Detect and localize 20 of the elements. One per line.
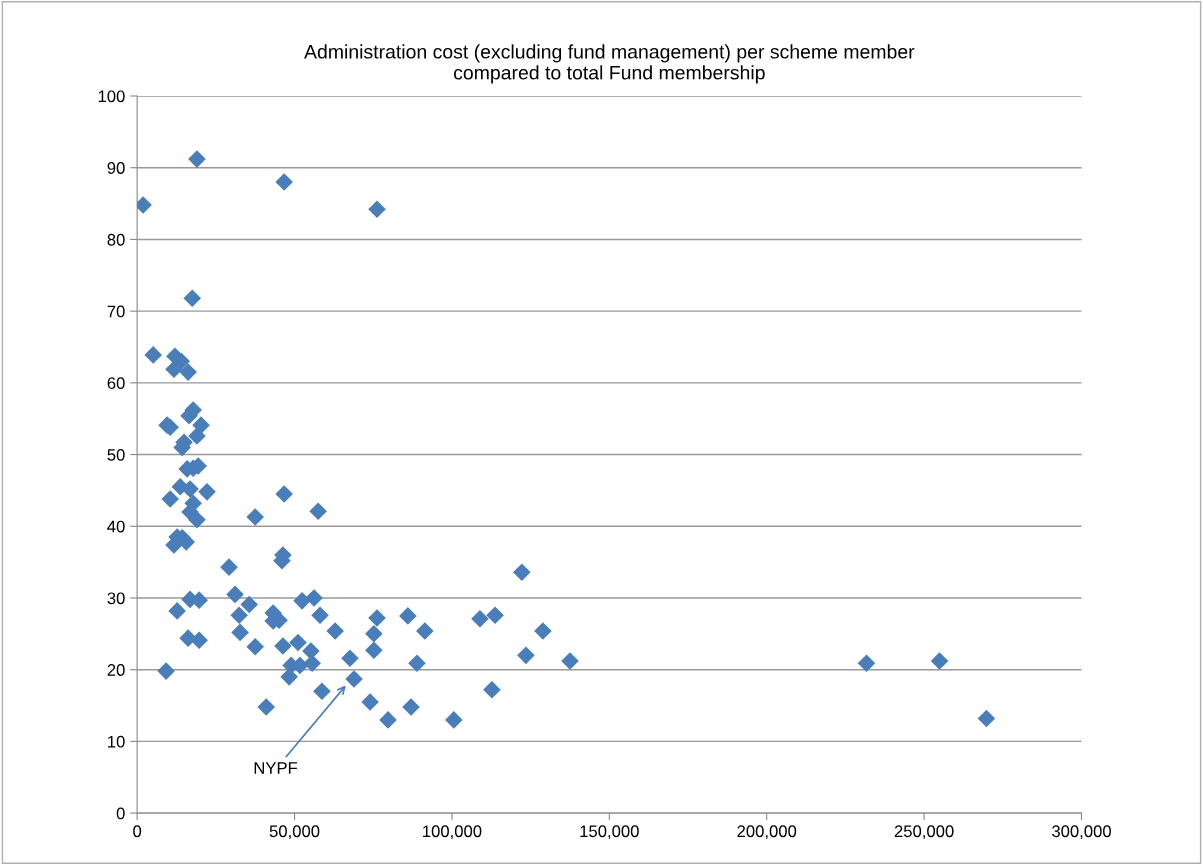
y-tick-label: 20 <box>107 664 125 676</box>
x-tick-label: 150,000 <box>580 825 639 840</box>
annotation: NYPF <box>254 762 298 774</box>
x-tick-label: 50,000 <box>269 825 320 840</box>
y-tick-label: 30 <box>107 592 125 605</box>
x-tick-label: 0 <box>133 825 142 838</box>
x-tick-label: 250,000 <box>894 825 954 840</box>
y-tick-label: 100 <box>98 90 125 103</box>
x-tick-label: 100,000 <box>423 825 482 840</box>
y-tick-label: 50 <box>107 448 125 461</box>
chart-title: Administration cost (excluding fund management) per scheme member compared to total Fund membership <box>304 44 915 84</box>
y-tick-label: 80 <box>107 233 125 246</box>
y-tick-label: 10 <box>108 735 125 748</box>
y-tick-label: 40 <box>107 520 125 533</box>
y-tick-label: 0 <box>116 807 125 820</box>
x-tick-label: 300,000 <box>1052 825 1111 840</box>
y-tick-label: 60 <box>107 377 125 390</box>
y-tick-label: 90 <box>107 162 125 174</box>
x-tick-label: 200,000 <box>737 825 797 840</box>
y-tick-label: 70 <box>107 305 125 318</box>
